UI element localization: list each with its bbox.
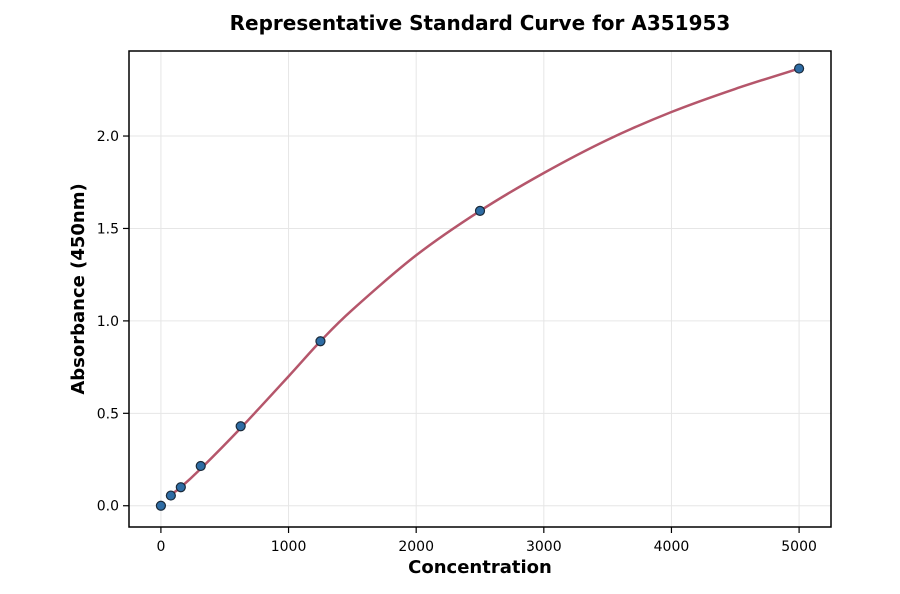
y-tick-label: 1.0 [97, 314, 119, 330]
plot-frame [128, 50, 832, 528]
x-tick-label: 4000 [654, 539, 690, 555]
y-tick-label: 0.5 [97, 406, 119, 422]
fit-curve-line [170, 67, 800, 496]
x-tick-label: 5000 [781, 539, 817, 555]
x-tick-label: 0 [156, 539, 165, 555]
data-point [195, 460, 206, 472]
fit-curve-layer [170, 67, 800, 496]
grid [129, 51, 831, 527]
data-point [155, 500, 167, 511]
data-point [165, 490, 176, 501]
data-point [235, 421, 246, 432]
x-tick-label: 3000 [526, 539, 562, 555]
y-tick-label: 1.5 [97, 221, 119, 237]
data-point [315, 336, 326, 347]
data-point [474, 205, 486, 216]
y-axis-ticks: 0.0 0.5 1.0 1.5 2.0 [97, 129, 129, 515]
data-point [793, 63, 805, 74]
x-tick-label: 2000 [398, 539, 434, 555]
data-points-layer [155, 63, 805, 511]
x-axis-label: Concentration [408, 557, 552, 578]
y-tick-label: 0.0 [97, 499, 119, 515]
y-axis-label: Absorbance (450nm) [68, 183, 89, 394]
y-tick-label: 2.0 [97, 129, 119, 145]
x-axis-ticks: 0 1000 2000 3000 4000 5000 [156, 527, 817, 555]
data-point [175, 482, 186, 493]
chart-title: Representative Standard Curve for A35195… [230, 11, 731, 35]
x-tick-label: 1000 [271, 539, 307, 555]
